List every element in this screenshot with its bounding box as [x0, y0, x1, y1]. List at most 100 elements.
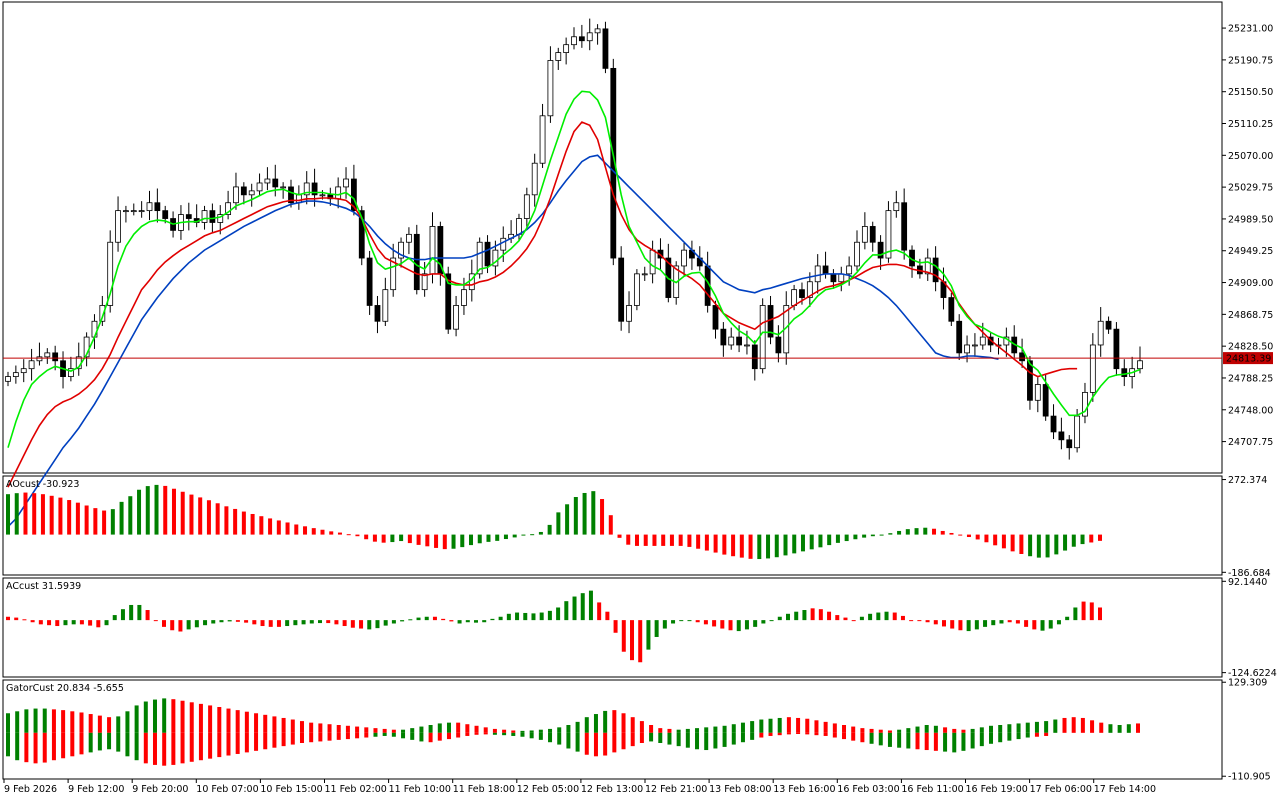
candle-bear — [209, 210, 216, 223]
gator-lower-bar — [162, 732, 167, 766]
gator-upper-bar — [989, 725, 994, 733]
ac-bar — [408, 619, 413, 621]
candle-bear — [822, 265, 829, 275]
ac-bar — [14, 617, 19, 621]
ao-bar — [757, 534, 762, 560]
candle-bear — [1027, 360, 1033, 401]
gator-upper-bar — [814, 720, 819, 733]
ac-bar — [933, 620, 938, 625]
ac-bar — [868, 613, 873, 621]
gator-lower-bar — [924, 732, 929, 751]
gator-lower-bar — [428, 732, 433, 743]
ao-bar — [110, 509, 115, 535]
gator-upper-bar — [382, 728, 387, 733]
candle-bull — [99, 305, 106, 322]
ao-bar — [600, 499, 605, 535]
ao-bar — [853, 534, 858, 540]
x-tick-label: 16 Feb 03:00 — [837, 784, 899, 795]
ao-bar — [23, 492, 28, 535]
gator-upper-bar — [217, 707, 222, 733]
gator-lower-bar — [327, 732, 332, 741]
ac-bar — [703, 620, 708, 625]
ao-bar — [189, 494, 194, 535]
ac-bar — [474, 620, 478, 623]
gator-lower-bar — [768, 732, 773, 736]
ac-bar — [744, 620, 749, 630]
gator-upper-bar — [924, 725, 929, 733]
ao-bar — [268, 518, 273, 535]
candle-bull — [36, 356, 43, 362]
candle-bull — [115, 210, 121, 243]
ao-bar — [696, 534, 701, 549]
gator-lower-bar — [42, 732, 47, 763]
ao-bar — [984, 534, 989, 543]
ao-bar — [119, 501, 124, 535]
ao-bar — [862, 534, 867, 538]
candle-bull — [523, 194, 530, 219]
gator-lower-bar — [566, 732, 571, 749]
gator-lower-bar — [355, 732, 360, 739]
gator-lower-bar — [786, 732, 791, 735]
candle-bull — [398, 241, 404, 259]
gator-upper-bar — [869, 728, 874, 733]
gator-lower-bar — [915, 732, 920, 750]
ao-bar — [766, 534, 771, 559]
ao-bar — [477, 534, 482, 544]
ac-bar — [999, 620, 1004, 624]
ac-bar — [449, 620, 454, 622]
ac-bar — [515, 612, 520, 621]
x-tick-label: 16 Feb 11:00 — [901, 784, 963, 795]
gator-lower-bar — [630, 732, 635, 747]
gator-upper-bar — [685, 728, 690, 733]
gator-lower-bar — [933, 732, 938, 751]
candle-bull — [303, 182, 310, 196]
ao-bar — [40, 494, 45, 535]
gator-lower-bar — [1025, 732, 1030, 738]
candle-bull — [264, 178, 271, 184]
gator-lower-bar — [593, 732, 598, 757]
gator-upper-bar — [722, 725, 727, 733]
price-y-tick-label: 25190.75 — [1228, 55, 1273, 66]
candle-bear — [1121, 368, 1128, 377]
price-y-tick-label: 24707.75 — [1228, 437, 1273, 448]
candle-bull — [146, 202, 153, 212]
candle-bull — [130, 210, 137, 213]
ao-bar — [512, 534, 517, 538]
gator-lower-bar — [860, 732, 865, 743]
gator-upper-bar — [786, 717, 791, 733]
gator-lower-bar — [446, 732, 451, 740]
gator-lower-bar — [538, 732, 543, 740]
candle-bear — [1058, 431, 1065, 441]
gator-lower-bar — [456, 732, 461, 738]
ac-bar — [219, 620, 224, 623]
candle-bear — [1105, 320, 1112, 330]
candle-bull — [594, 28, 601, 34]
gator-lower-bar — [1007, 732, 1012, 741]
ac-bar — [211, 620, 216, 624]
gator-upper-bar — [456, 722, 461, 733]
ao-bar — [879, 534, 884, 536]
ac-bar — [120, 609, 125, 621]
ao-bar — [844, 534, 849, 542]
candle-bear — [366, 257, 373, 306]
ac-bar — [958, 620, 963, 631]
candle-bull — [893, 202, 900, 212]
ao-bar — [67, 500, 72, 535]
ao-bar — [1054, 534, 1059, 555]
ao-bar — [241, 511, 246, 535]
candle-bull — [1034, 384, 1041, 401]
ac-bar — [523, 612, 528, 621]
ac-histogram — [6, 590, 1102, 663]
ac-bar — [424, 616, 429, 621]
candle-bear — [1050, 415, 1057, 433]
gator-upper-bar — [667, 728, 672, 733]
candle-bull — [1137, 360, 1143, 370]
ao-bar — [6, 494, 10, 535]
candle-bear — [602, 28, 609, 69]
gator-upper-bar — [88, 714, 93, 733]
candle-bear — [610, 67, 617, 259]
ac-bar — [441, 618, 446, 621]
ao-bar — [818, 534, 823, 548]
ac-bar — [761, 620, 766, 624]
ac-bar — [572, 596, 577, 621]
